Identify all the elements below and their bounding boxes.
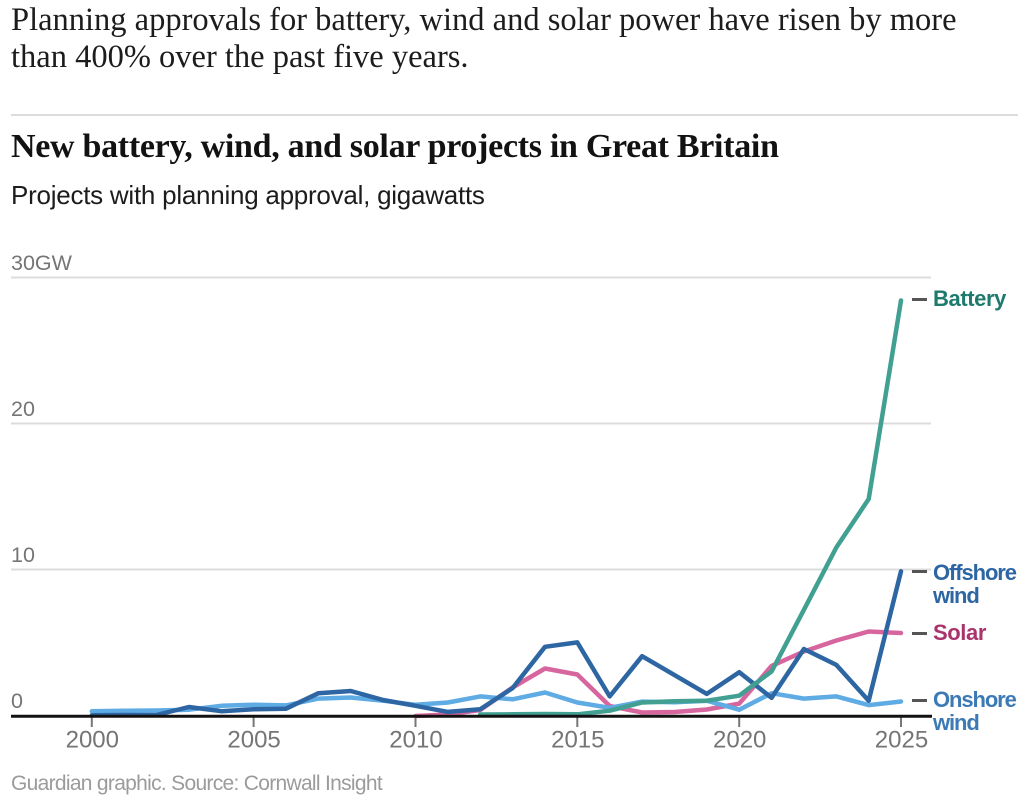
svg-text:20: 20 <box>11 397 35 421</box>
svg-text:2005: 2005 <box>227 727 280 754</box>
svg-text:2015: 2015 <box>551 727 604 754</box>
svg-text:2000: 2000 <box>66 727 119 754</box>
svg-text:2020: 2020 <box>713 727 766 754</box>
svg-text:2010: 2010 <box>389 727 442 754</box>
svg-text:2025: 2025 <box>875 727 928 754</box>
svg-text:0: 0 <box>11 689 23 713</box>
svg-text:10: 10 <box>11 543 35 567</box>
svg-text:30GW: 30GW <box>11 251 73 275</box>
